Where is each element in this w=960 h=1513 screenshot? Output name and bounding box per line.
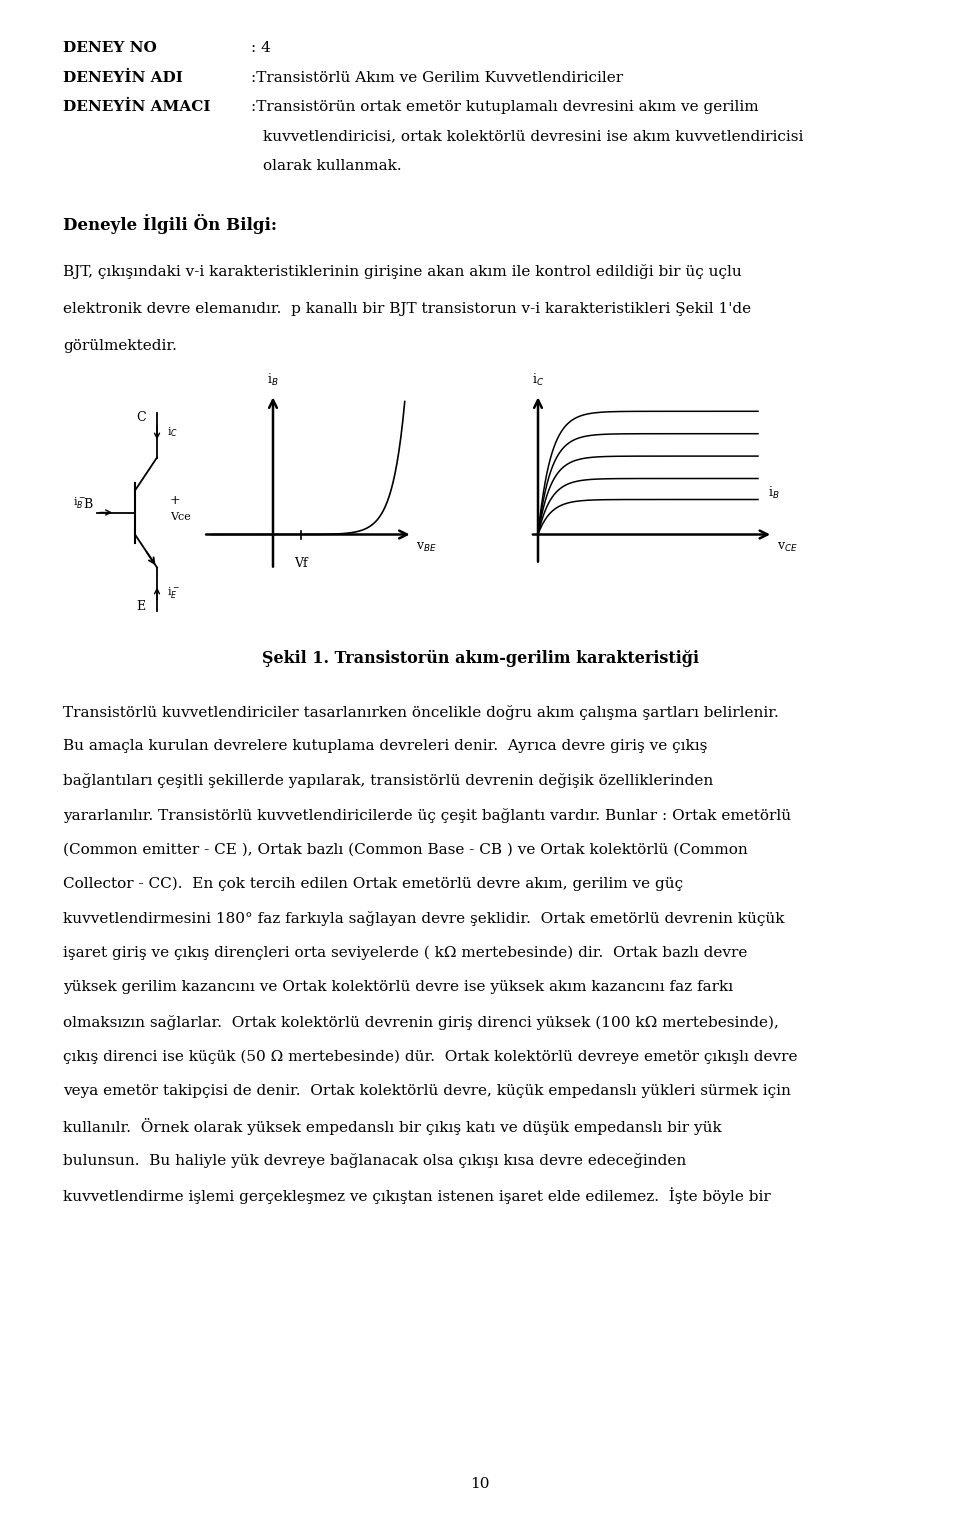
Text: Transistörlü kuvvetlendiriciler tasarlanırken öncelikle doğru akım çalışma şartl: Transistörlü kuvvetlendiriciler tasarlan… [63, 705, 779, 720]
Text: v$_{BE}$: v$_{BE}$ [416, 540, 437, 554]
Text: bulunsun.  Bu haliyle yük devreye bağlanacak olsa çıkışı kısa devre edeceğinden: bulunsun. Bu haliyle yük devreye bağlana… [63, 1153, 686, 1168]
Text: i$_E^-$: i$_E^-$ [167, 586, 180, 601]
Text: Vce: Vce [170, 511, 191, 522]
Text: Vf: Vf [294, 557, 308, 569]
Text: B: B [84, 498, 92, 511]
Text: işaret giriş ve çıkış dirençleri orta seviyelerde ( kΩ mertebesinde) dir.  Ortak: işaret giriş ve çıkış dirençleri orta se… [63, 946, 748, 961]
Text: çıkış direnci ise küçük (50 Ω mertebesinde) dür.  Ortak kolektörlü devreye emetö: çıkış direnci ise küçük (50 Ω mertebesin… [63, 1050, 798, 1064]
Text: E: E [136, 599, 146, 613]
Text: kullanılr.  Örnek olarak yüksek empedanslı bir çıkış katı ve düşük empedanslı bi: kullanılr. Örnek olarak yüksek empedansl… [63, 1118, 722, 1135]
Text: i$_B$: i$_B$ [267, 371, 278, 387]
Text: i$_B$: i$_B$ [768, 484, 780, 501]
Text: olmaksızın sağlarlar.  Ortak kolektörlü devrenin giriş direnci yüksek (100 kΩ me: olmaksızın sağlarlar. Ortak kolektörlü d… [63, 1015, 779, 1030]
Text: :Transistörlü Akım ve Gerilim Kuvvetlendiriciler: :Transistörlü Akım ve Gerilim Kuvvetlend… [251, 71, 623, 85]
Text: :Transistörün ortak emetör kutuplamalı devresini akım ve gerilim: :Transistörün ortak emetör kutuplamalı d… [251, 100, 758, 113]
Text: BJT, çıkışındaki v-i karakteristiklerinin girişine akan akım ile kontrol edildiğ: BJT, çıkışındaki v-i karakteristiklerini… [63, 263, 742, 278]
Text: kuvvetlendiricisi, ortak kolektörlü devresini ise akım kuvvetlendiricisi: kuvvetlendiricisi, ortak kolektörlü devr… [263, 130, 804, 144]
Text: yararlanılır. Transistörlü kuvvetlendiricilerde üç çeşit bağlantı vardır. Bunlar: yararlanılır. Transistörlü kuvvetlendiri… [63, 808, 791, 823]
Text: i$_B^-$: i$_B^-$ [73, 495, 85, 510]
Text: görülmektedir.: görülmektedir. [63, 339, 177, 353]
Text: DENEYİN ADI: DENEYİN ADI [63, 71, 182, 85]
Text: veya emetör takipçisi de denir.  Ortak kolektörlü devre, küçük empedanslı yükler: veya emetör takipçisi de denir. Ortak ko… [63, 1083, 791, 1098]
Text: Collector - CC).  En çok tercih edilen Ortak emetörlü devre akım, gerilim ve güç: Collector - CC). En çok tercih edilen Or… [63, 878, 684, 891]
Text: i$_C$: i$_C$ [532, 371, 544, 387]
Text: Şekil 1. Transistorün akım-gerilim karakteristiği: Şekil 1. Transistorün akım-gerilim karak… [261, 649, 699, 667]
Text: olarak kullanmak.: olarak kullanmak. [263, 159, 401, 172]
Text: v$_{CE}$: v$_{CE}$ [777, 540, 798, 554]
Text: elektronik devre elemanıdır.  p kanallı bir BJT transistorun v-i karakteristikle: elektronik devre elemanıdır. p kanallı b… [63, 301, 751, 316]
Text: Deneyle İlgili Ön Bilgi:: Deneyle İlgili Ön Bilgi: [63, 213, 277, 235]
Text: DENEY NO: DENEY NO [63, 41, 156, 54]
Text: : 4: : 4 [251, 41, 271, 54]
Text: Bu amaçla kurulan devrelere kutuplama devreleri denir.  Ayrıca devre giriş ve çı: Bu amaçla kurulan devrelere kutuplama de… [63, 738, 708, 753]
Text: kuvvetlendirme işlemi gerçekleşmez ve çıkıştan istenen işaret elde edilemez.  İş: kuvvetlendirme işlemi gerçekleşmez ve çı… [63, 1188, 771, 1204]
Text: kuvvetlendirmesini 180° faz farkıyla sağlayan devre şeklidir.  Ortak emetörlü de: kuvvetlendirmesini 180° faz farkıyla sağ… [63, 911, 784, 926]
Text: DENEYİN AMACI: DENEYİN AMACI [63, 100, 210, 113]
Text: (Common emitter - CE ), Ortak bazlı (Common Base - CB ) ve Ortak kolektörlü (Com: (Common emitter - CE ), Ortak bazlı (Com… [63, 843, 748, 856]
Text: bağlantıları çeşitli şekillerde yapılarak, transistörlü devrenin değişik özellik: bağlantıları çeşitli şekillerde yapılara… [63, 773, 713, 788]
Text: yüksek gerilim kazancını ve Ortak kolektörlü devre ise yüksek akım kazancını faz: yüksek gerilim kazancını ve Ortak kolekt… [63, 980, 733, 994]
Text: C: C [136, 410, 146, 424]
Text: +: + [170, 495, 180, 507]
Text: i$_C$: i$_C$ [167, 425, 178, 439]
Text: 10: 10 [470, 1477, 490, 1490]
